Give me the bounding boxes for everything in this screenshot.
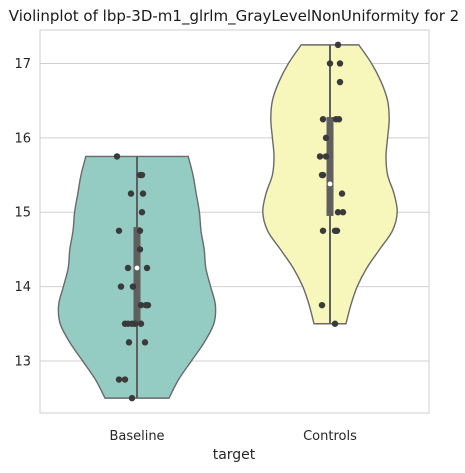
data-points	[113, 41, 347, 402]
data-point	[127, 190, 135, 197]
iqr-box	[133, 227, 141, 324]
data-point	[136, 227, 144, 234]
data-point	[131, 320, 139, 327]
data-point	[137, 320, 145, 327]
x-tick-labels: Baseline Controls	[109, 429, 357, 444]
data-point	[139, 190, 147, 197]
y-tick-label: 14	[14, 280, 31, 295]
data-point	[336, 78, 344, 86]
data-point	[138, 171, 146, 179]
data-point	[336, 60, 344, 67]
data-point	[128, 394, 136, 402]
data-point	[136, 246, 144, 253]
data-point	[125, 339, 133, 346]
x-tick-label: Baseline	[109, 429, 164, 444]
data-point	[326, 60, 334, 67]
inner-boxes	[133, 44, 334, 399]
data-point	[335, 116, 343, 123]
y-tick-label: 17	[14, 57, 31, 72]
data-point	[124, 264, 132, 272]
data-point	[319, 116, 327, 123]
median-marker	[327, 181, 333, 187]
data-point	[319, 171, 327, 179]
data-point	[339, 209, 347, 216]
median-marker	[134, 265, 140, 271]
data-point	[121, 376, 129, 383]
data-point	[316, 153, 324, 160]
data-point	[115, 227, 123, 234]
data-point	[331, 320, 339, 327]
data-point	[138, 209, 146, 216]
x-tick-label: Controls	[303, 429, 357, 444]
y-tick-label: 16	[14, 131, 31, 146]
data-point	[322, 134, 330, 142]
iqr-box	[326, 117, 334, 216]
x-axis-label: target	[213, 447, 256, 463]
data-point	[334, 209, 342, 216]
data-point	[141, 339, 149, 346]
data-point	[334, 41, 342, 49]
y-tick-label: 13	[14, 354, 31, 369]
data-point	[115, 376, 123, 383]
data-point	[338, 190, 346, 197]
data-point	[322, 153, 330, 160]
y-tick-label: 15	[14, 206, 31, 221]
y-tick-labels: 13 14 15 16 17	[14, 57, 31, 369]
data-point	[144, 301, 152, 309]
chart-title: Violinplot of lbp-3D-m1_glrlm_GrayLevelN…	[9, 7, 459, 26]
data-point	[143, 264, 151, 272]
data-point	[333, 227, 341, 234]
data-point	[113, 153, 121, 160]
data-point	[117, 283, 125, 290]
data-point	[318, 301, 326, 309]
data-point	[129, 283, 137, 290]
data-point	[319, 227, 327, 234]
data-point	[137, 301, 145, 309]
